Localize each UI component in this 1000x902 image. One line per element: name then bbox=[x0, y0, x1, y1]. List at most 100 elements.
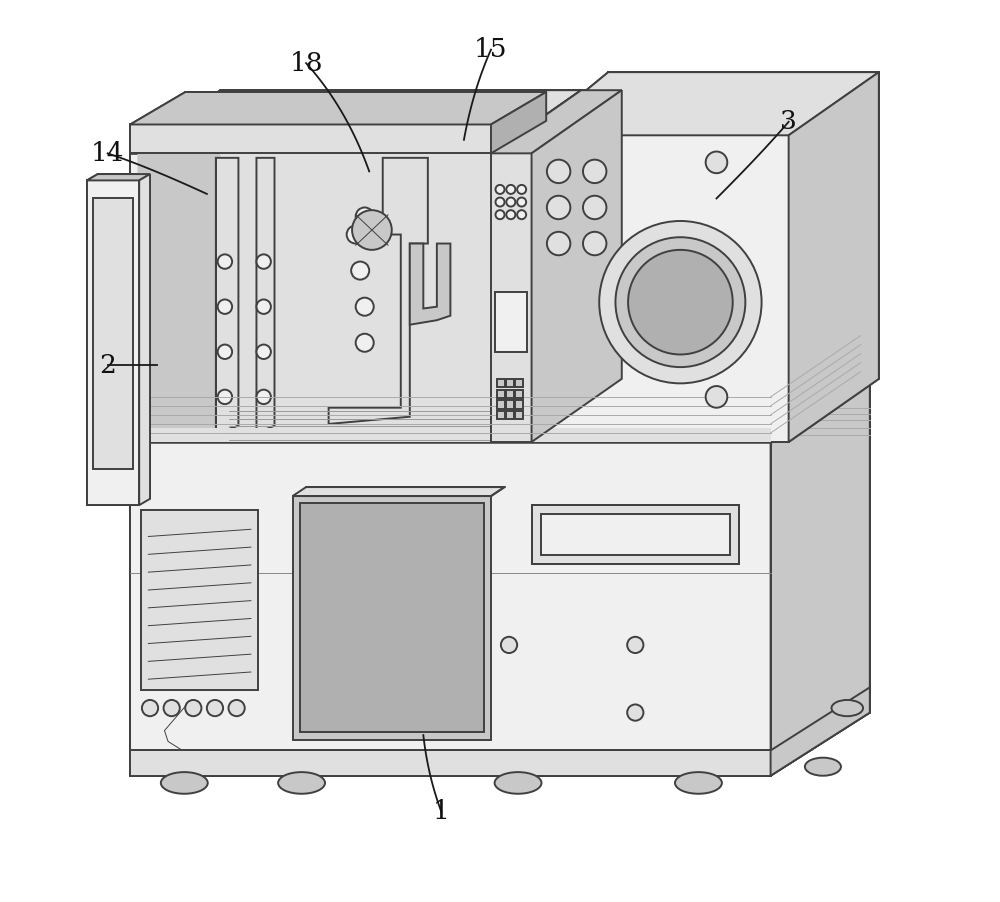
Bar bbox=[300, 503, 484, 732]
Circle shape bbox=[185, 700, 201, 716]
Polygon shape bbox=[220, 153, 491, 435]
Polygon shape bbox=[532, 90, 622, 442]
Bar bbox=[541, 514, 730, 555]
Circle shape bbox=[506, 210, 515, 219]
Circle shape bbox=[351, 262, 369, 280]
Bar bbox=[497, 400, 505, 409]
Circle shape bbox=[547, 160, 570, 183]
Circle shape bbox=[583, 160, 606, 183]
Circle shape bbox=[628, 250, 733, 354]
Polygon shape bbox=[789, 72, 879, 442]
Circle shape bbox=[615, 237, 745, 367]
Polygon shape bbox=[130, 92, 546, 124]
Ellipse shape bbox=[805, 758, 841, 776]
Bar bbox=[532, 505, 739, 564]
Bar bbox=[497, 379, 505, 387]
Circle shape bbox=[207, 700, 223, 716]
Circle shape bbox=[256, 390, 271, 404]
Polygon shape bbox=[130, 379, 870, 442]
Polygon shape bbox=[491, 153, 532, 442]
Polygon shape bbox=[137, 153, 220, 442]
Bar bbox=[506, 411, 514, 419]
Circle shape bbox=[347, 226, 365, 244]
Polygon shape bbox=[130, 442, 771, 776]
Polygon shape bbox=[532, 72, 879, 135]
Polygon shape bbox=[293, 487, 505, 496]
Text: 15: 15 bbox=[474, 37, 508, 62]
Polygon shape bbox=[491, 90, 622, 153]
Bar bbox=[497, 390, 505, 398]
Bar bbox=[506, 379, 514, 387]
Bar bbox=[93, 198, 133, 469]
Polygon shape bbox=[256, 158, 274, 433]
Circle shape bbox=[517, 185, 526, 194]
Polygon shape bbox=[130, 124, 491, 153]
Circle shape bbox=[495, 185, 505, 194]
Polygon shape bbox=[410, 244, 450, 325]
Bar bbox=[515, 390, 523, 398]
Circle shape bbox=[501, 637, 517, 653]
Text: 1: 1 bbox=[433, 799, 450, 824]
Circle shape bbox=[517, 198, 526, 207]
Circle shape bbox=[627, 704, 643, 721]
Polygon shape bbox=[130, 153, 491, 442]
Circle shape bbox=[228, 700, 245, 716]
Polygon shape bbox=[491, 92, 546, 153]
Circle shape bbox=[517, 210, 526, 219]
Bar bbox=[495, 292, 527, 352]
Circle shape bbox=[352, 210, 392, 250]
Circle shape bbox=[627, 637, 643, 653]
Circle shape bbox=[218, 390, 232, 404]
Polygon shape bbox=[87, 180, 139, 505]
Circle shape bbox=[547, 196, 570, 219]
Polygon shape bbox=[130, 90, 581, 153]
Polygon shape bbox=[130, 750, 771, 776]
Circle shape bbox=[356, 298, 374, 316]
Bar bbox=[515, 400, 523, 409]
Bar bbox=[506, 400, 514, 409]
Bar bbox=[515, 379, 523, 387]
Polygon shape bbox=[329, 158, 428, 424]
Bar bbox=[497, 411, 505, 419]
Circle shape bbox=[218, 254, 232, 269]
Circle shape bbox=[256, 345, 271, 359]
Polygon shape bbox=[293, 496, 491, 740]
Polygon shape bbox=[130, 428, 771, 442]
Circle shape bbox=[495, 198, 505, 207]
Circle shape bbox=[547, 232, 570, 255]
Circle shape bbox=[218, 299, 232, 314]
Circle shape bbox=[256, 299, 271, 314]
Circle shape bbox=[356, 207, 374, 226]
Ellipse shape bbox=[495, 772, 541, 794]
Circle shape bbox=[164, 700, 180, 716]
Circle shape bbox=[706, 386, 727, 408]
Circle shape bbox=[706, 152, 727, 173]
Circle shape bbox=[506, 185, 515, 194]
Circle shape bbox=[142, 700, 158, 716]
Bar bbox=[515, 411, 523, 419]
Ellipse shape bbox=[278, 772, 325, 794]
Polygon shape bbox=[771, 687, 870, 776]
Circle shape bbox=[583, 196, 606, 219]
Text: 2: 2 bbox=[99, 353, 116, 378]
Circle shape bbox=[506, 198, 515, 207]
Ellipse shape bbox=[675, 772, 722, 794]
Circle shape bbox=[356, 334, 374, 352]
Bar bbox=[506, 390, 514, 398]
Polygon shape bbox=[139, 174, 150, 505]
Text: 14: 14 bbox=[91, 141, 124, 166]
Circle shape bbox=[495, 210, 505, 219]
Polygon shape bbox=[216, 158, 238, 433]
Circle shape bbox=[583, 232, 606, 255]
Polygon shape bbox=[532, 135, 789, 442]
Ellipse shape bbox=[831, 700, 863, 716]
Circle shape bbox=[599, 221, 762, 383]
Circle shape bbox=[256, 254, 271, 269]
Text: 3: 3 bbox=[780, 109, 797, 134]
Polygon shape bbox=[87, 174, 150, 180]
Polygon shape bbox=[771, 379, 870, 776]
Circle shape bbox=[218, 345, 232, 359]
Text: 18: 18 bbox=[289, 51, 323, 76]
Ellipse shape bbox=[161, 772, 208, 794]
Bar bbox=[141, 510, 258, 690]
